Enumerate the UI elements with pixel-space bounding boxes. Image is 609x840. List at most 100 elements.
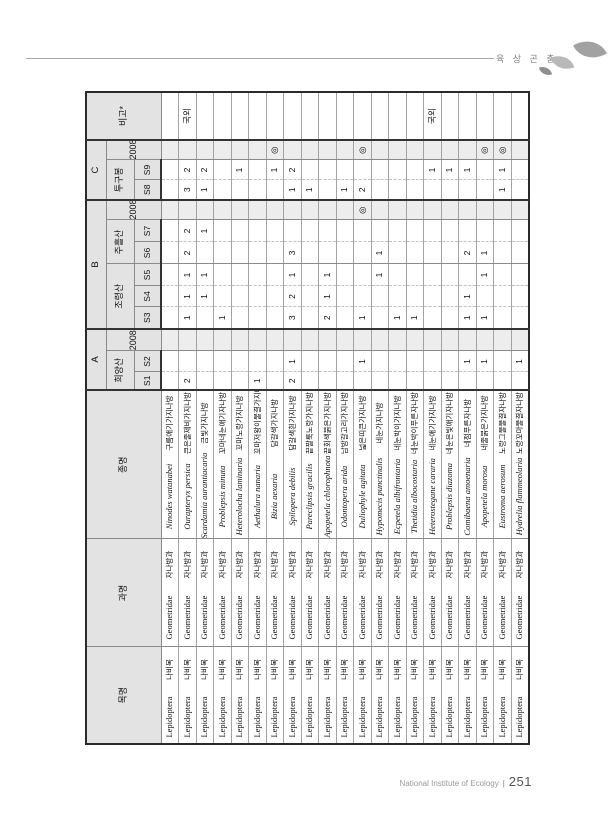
value-s4: 2 bbox=[283, 286, 301, 307]
value-s8 bbox=[318, 180, 336, 200]
value-s3: 1 bbox=[388, 307, 406, 329]
value-s6 bbox=[511, 242, 529, 264]
value-2008b: ◎ bbox=[353, 200, 371, 220]
value-s7 bbox=[336, 220, 354, 242]
value-s1 bbox=[336, 372, 354, 390]
value-s7 bbox=[371, 220, 389, 242]
value-s5 bbox=[441, 264, 459, 286]
species-row: Lepidoptera 나비목 Geometridae 자나방과 Ecpetela al… bbox=[388, 91, 406, 744]
remark-cell bbox=[493, 91, 511, 140]
value-2008a bbox=[248, 329, 266, 351]
station-header-s3: S3 bbox=[134, 307, 161, 329]
value-s8: 1 bbox=[301, 180, 319, 200]
col-header-family: 과명 bbox=[86, 539, 161, 647]
value-s7 bbox=[476, 220, 494, 242]
value-2008a bbox=[318, 329, 336, 351]
family-cell: Geometridae 자나방과 bbox=[266, 539, 284, 647]
value-s1 bbox=[371, 372, 389, 390]
species-korean: 꼬마노랑가지나방 bbox=[235, 395, 245, 451]
value-s7 bbox=[441, 220, 459, 242]
value-s3 bbox=[441, 307, 459, 329]
order-cell: Lepidoptera 나비목 bbox=[161, 647, 179, 744]
family-cell: Geometridae 자나방과 bbox=[178, 539, 196, 647]
species-row: Lepidoptera 나비목 Geometridae 자나방과 Heterolocha… bbox=[231, 91, 249, 744]
species-latin: Ninodes watanabei bbox=[164, 463, 175, 530]
value-s7 bbox=[161, 220, 179, 242]
value-s5: 1 bbox=[371, 264, 389, 286]
value-s5 bbox=[406, 264, 424, 286]
value-2008c bbox=[213, 139, 231, 160]
species-cell: Apopetela morosa 네줄붉은가지나방 bbox=[476, 390, 494, 539]
species-latin: Pareclipsis gracilis bbox=[304, 463, 315, 530]
value-s6 bbox=[231, 242, 249, 264]
value-s7 bbox=[283, 220, 301, 242]
family-latin: Geometridae bbox=[444, 595, 455, 640]
species-korean: 네눈박이가지나방 bbox=[392, 395, 402, 451]
species-row: Lepidoptera 나비목 Geometridae 자나방과 Problepsis … bbox=[213, 91, 231, 744]
species-cell: Odontopera arida 남방갈고리가지나방 bbox=[336, 390, 354, 539]
order-korean: 나비목 bbox=[497, 659, 507, 680]
value-s5: 1 bbox=[318, 264, 336, 286]
header-rule bbox=[26, 58, 494, 59]
value-s9: 2 bbox=[283, 160, 301, 180]
value-2008a bbox=[423, 329, 441, 351]
value-s6 bbox=[196, 242, 214, 264]
station-header-s5: S5 bbox=[134, 264, 161, 286]
species-latin: Apopetela morosa bbox=[479, 465, 490, 528]
value-s3 bbox=[248, 307, 266, 329]
station-header-s8: S8 bbox=[134, 180, 161, 200]
value-s6 bbox=[213, 242, 231, 264]
family-cell: Geometridae 자나방과 bbox=[196, 539, 214, 647]
order-cell: Lepidoptera 나비목 bbox=[196, 647, 214, 744]
value-2008b bbox=[248, 200, 266, 220]
value-2008b bbox=[511, 200, 529, 220]
value-2008c bbox=[511, 139, 529, 160]
value-s3: 3 bbox=[283, 307, 301, 329]
species-cell: Heterostegane cararia 네눈애기가지나방 bbox=[423, 390, 441, 539]
value-s5 bbox=[231, 264, 249, 286]
value-s3: 1 bbox=[353, 307, 371, 329]
species-latin: Heterolocha laminaria bbox=[234, 457, 245, 536]
family-korean: 자나방과 bbox=[497, 550, 507, 579]
value-s6: 1 bbox=[476, 242, 494, 264]
order-korean: 나비목 bbox=[462, 659, 472, 680]
order-latin: Lepidoptera bbox=[374, 696, 385, 738]
value-2008b bbox=[213, 200, 231, 220]
remark-cell bbox=[213, 91, 231, 140]
value-s3: 1 bbox=[213, 307, 231, 329]
family-latin: Geometridae bbox=[216, 595, 227, 640]
species-korean: 넓은띠큰가지나방 bbox=[357, 395, 367, 451]
col-header-species: 종명 bbox=[86, 390, 161, 539]
value-2008a bbox=[301, 329, 319, 351]
value-s9 bbox=[336, 160, 354, 180]
remark-cell bbox=[196, 91, 214, 140]
family-cell: Geometridae 자나방과 bbox=[336, 539, 354, 647]
value-s5 bbox=[248, 264, 266, 286]
value-s8 bbox=[406, 180, 424, 200]
value-s7 bbox=[318, 220, 336, 242]
site-header-huiyangsan: 희양산 bbox=[106, 351, 134, 390]
value-2008c bbox=[196, 139, 214, 160]
value-s2: 1 bbox=[353, 351, 371, 372]
remark-cell bbox=[511, 91, 529, 140]
value-s7 bbox=[353, 220, 371, 242]
footer-separator: | bbox=[502, 779, 505, 788]
order-cell: Lepidoptera 나비목 bbox=[371, 647, 389, 744]
order-korean: 나비목 bbox=[165, 659, 175, 680]
family-latin: Geometridae bbox=[409, 595, 420, 640]
family-cell: Geometridae 자나방과 bbox=[213, 539, 231, 647]
value-s5 bbox=[423, 264, 441, 286]
value-s4 bbox=[266, 286, 284, 307]
value-s9 bbox=[248, 160, 266, 180]
value-s4: 1 bbox=[318, 286, 336, 307]
species-korean: 남방갈고리가지나방 bbox=[340, 391, 350, 455]
value-s4: 1 bbox=[178, 286, 196, 307]
value-2008c bbox=[318, 139, 336, 160]
value-s1 bbox=[406, 372, 424, 390]
value-s1 bbox=[353, 372, 371, 390]
family-latin: Geometridae bbox=[234, 595, 245, 640]
value-2008a bbox=[476, 329, 494, 351]
species-korean: 네눈가지나방 bbox=[375, 402, 385, 444]
remark-cell bbox=[388, 91, 406, 140]
station-header-s1: S1 bbox=[134, 372, 161, 390]
